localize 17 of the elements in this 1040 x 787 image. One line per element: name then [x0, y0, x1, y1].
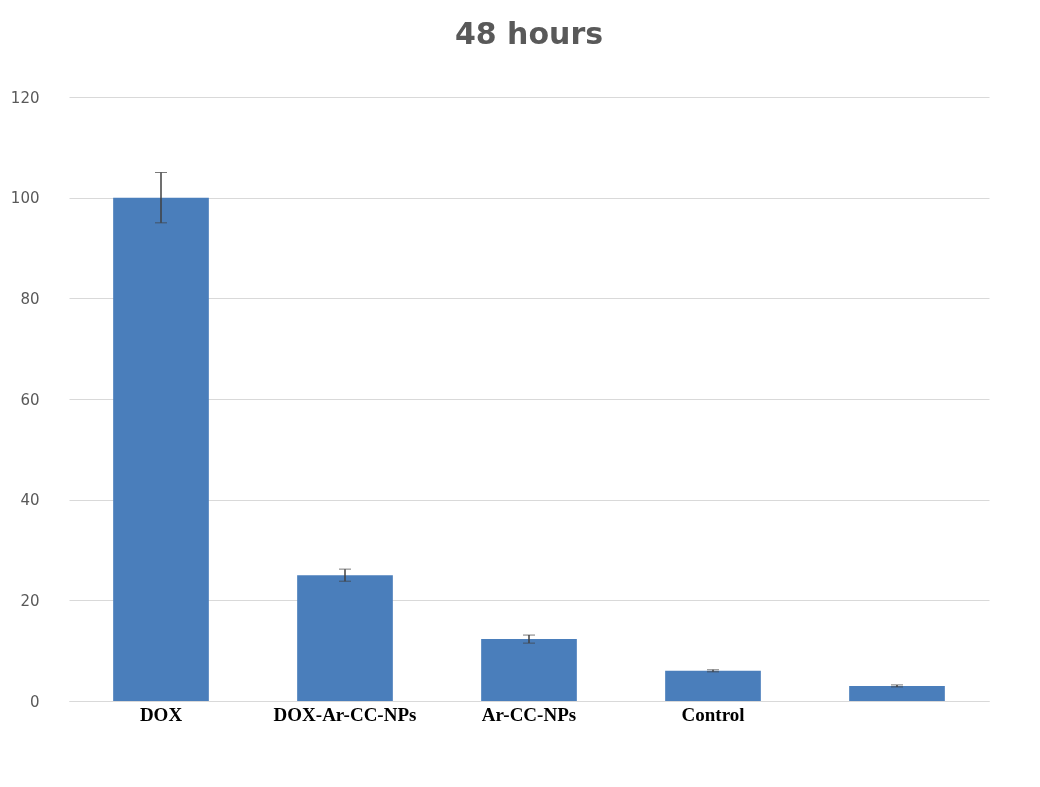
bar — [113, 197, 209, 701]
x-tick-label: DOX — [139, 703, 183, 725]
y-tick-label: 100 — [10, 189, 40, 208]
y-tick-label: 80 — [20, 289, 40, 308]
x-tick-label: DOX-Ar-CC-NPs — [273, 703, 417, 725]
y-tick-label: 20 — [20, 591, 40, 610]
y-tick-label: 120 — [10, 88, 40, 107]
bar — [481, 639, 577, 701]
bar — [849, 685, 945, 701]
x-tick-label: Ar-CC-NPs — [481, 703, 577, 725]
x-tick-label: Control — [681, 703, 745, 725]
bar — [665, 670, 761, 701]
bar — [297, 575, 393, 701]
y-tick-label: 40 — [20, 491, 40, 510]
y-tick-label: 0 — [29, 692, 40, 711]
y-tick-label: 60 — [20, 390, 40, 409]
chart-title: 48 hours — [454, 16, 604, 51]
